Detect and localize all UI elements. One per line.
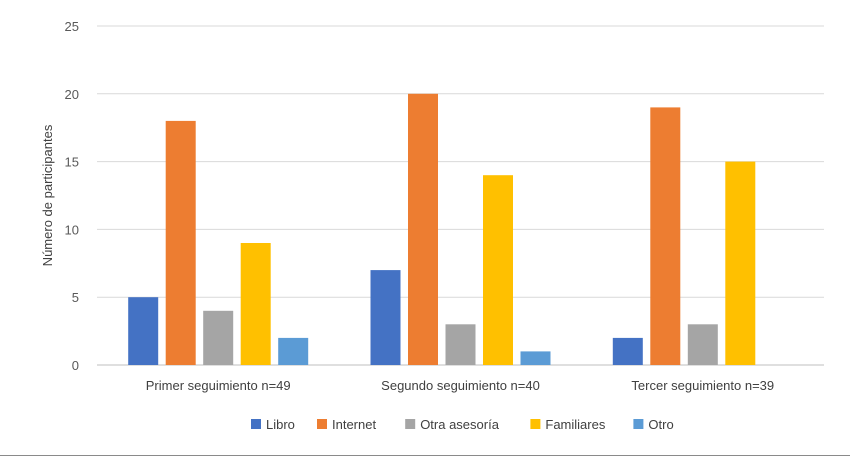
x-category-label: Segundo seguimiento n=40 [381,378,540,393]
bar-libro-2 [370,270,401,365]
x-category-label: Tercer seguimiento n=39 [631,378,774,393]
x-axis-categories: Primer seguimiento n=49 Segundo seguimien… [146,378,774,393]
y-tick-label: 5 [72,290,79,305]
bar-familiares-1 [240,243,271,365]
legend-swatch [530,419,541,429]
bar-otra-asesor-a-1 [203,310,234,365]
legend-label: Libro [266,417,295,432]
bar-otra-asesor-a-2 [445,324,476,365]
legend-swatch [633,419,644,429]
legend-swatch [251,419,261,429]
bar-libro-3 [612,337,643,365]
x-category-label: Primer seguimiento n=49 [146,378,291,393]
bar-otra-asesor-a-3 [687,324,718,365]
bars [128,93,756,366]
y-tick-label: 0 [72,358,79,373]
bar-familiares-2 [483,175,513,365]
y-axis-label: Número de participantes [40,124,55,266]
bar-familiares-3 [725,161,756,365]
bar-internet-2 [408,93,438,366]
legend-swatch [317,419,327,429]
y-tick-label: 10 [65,222,79,237]
legend-label: Internet [332,417,376,432]
legend-label: Familiares [545,417,605,432]
bar-internet-1 [165,120,196,366]
bar-otro-1 [278,337,309,365]
bar-internet-3 [650,107,681,366]
frame-bottom-border [0,455,850,456]
legend-label: Otra asesoría [420,417,500,432]
legend: Libro Internet Otra asesoría Familiares Otro [251,417,674,432]
y-tick-label: 20 [65,87,79,102]
y-tick-label: 25 [65,19,79,34]
legend-swatch [405,419,416,429]
legend-label: Otro [648,417,673,432]
y-axis-ticks: 0 5 10 15 20 25 [65,19,79,373]
bar-libro-1 [128,297,159,365]
bar-otro-2 [520,351,551,365]
y-tick-label: 15 [65,155,79,170]
